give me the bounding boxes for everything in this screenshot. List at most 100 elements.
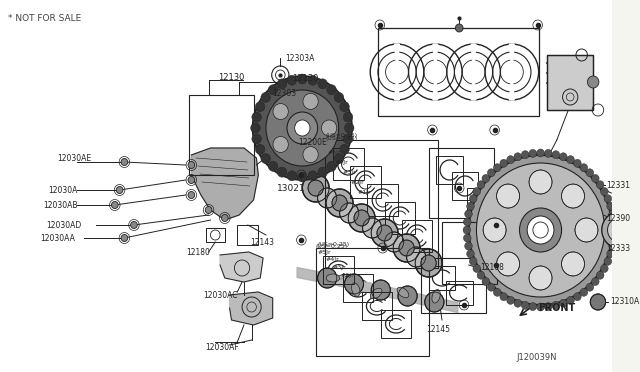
Circle shape <box>277 79 287 89</box>
Circle shape <box>266 90 339 166</box>
Circle shape <box>575 218 598 242</box>
Bar <box>385 202 415 234</box>
Bar <box>547 55 593 110</box>
Circle shape <box>344 123 354 133</box>
Circle shape <box>600 264 608 273</box>
Circle shape <box>340 102 349 112</box>
Circle shape <box>580 164 588 172</box>
Circle shape <box>318 79 328 89</box>
Circle shape <box>602 212 636 248</box>
Text: 12030AF: 12030AF <box>205 343 239 353</box>
Wedge shape <box>433 44 438 72</box>
Text: #4Jr: #4Jr <box>335 160 349 164</box>
Circle shape <box>303 147 318 163</box>
Text: (US=0.25): (US=0.25) <box>317 241 349 247</box>
Polygon shape <box>230 292 273 325</box>
Circle shape <box>607 218 630 242</box>
Circle shape <box>545 302 552 311</box>
Circle shape <box>467 250 474 258</box>
Bar <box>547 55 593 110</box>
Circle shape <box>327 161 337 171</box>
Circle shape <box>294 120 310 136</box>
Circle shape <box>507 155 515 164</box>
Circle shape <box>298 172 307 182</box>
Circle shape <box>327 85 337 95</box>
Polygon shape <box>191 148 259 220</box>
Circle shape <box>287 171 297 181</box>
Wedge shape <box>471 72 476 100</box>
Circle shape <box>326 189 353 217</box>
Circle shape <box>483 218 506 242</box>
Circle shape <box>520 208 561 252</box>
Text: FRONT: FRONT <box>538 303 575 313</box>
Circle shape <box>188 176 195 183</box>
Circle shape <box>522 151 529 159</box>
Circle shape <box>317 188 337 208</box>
Circle shape <box>604 195 612 203</box>
Circle shape <box>591 278 599 286</box>
Circle shape <box>253 76 352 180</box>
Text: 12390: 12390 <box>607 214 630 222</box>
Text: 12030AA: 12030AA <box>40 234 75 243</box>
Circle shape <box>477 181 484 189</box>
Circle shape <box>277 167 287 177</box>
Circle shape <box>463 234 471 242</box>
Circle shape <box>255 144 265 154</box>
Text: 12200E: 12200E <box>298 138 327 147</box>
Circle shape <box>318 167 328 177</box>
Bar <box>421 258 486 313</box>
Circle shape <box>514 299 522 307</box>
Text: 12030AD: 12030AD <box>46 221 81 230</box>
Bar <box>378 28 539 116</box>
Circle shape <box>463 226 470 234</box>
Circle shape <box>268 85 278 95</box>
Circle shape <box>334 154 344 164</box>
Circle shape <box>488 283 495 291</box>
Bar <box>442 222 497 284</box>
Circle shape <box>287 75 297 85</box>
Circle shape <box>609 210 616 218</box>
Circle shape <box>604 257 612 265</box>
Text: J120039N: J120039N <box>516 353 557 362</box>
Wedge shape <box>433 72 438 100</box>
Bar <box>350 166 381 198</box>
Polygon shape <box>377 229 414 254</box>
Text: #2Jr: #2Jr <box>350 180 364 185</box>
Bar <box>436 156 463 184</box>
Polygon shape <box>308 184 348 209</box>
Circle shape <box>321 120 337 136</box>
Circle shape <box>116 186 123 193</box>
Bar <box>452 172 478 200</box>
Circle shape <box>273 137 288 153</box>
Circle shape <box>566 296 574 304</box>
Circle shape <box>298 74 307 84</box>
Circle shape <box>465 210 472 218</box>
Bar <box>429 148 493 218</box>
Text: 12145: 12145 <box>426 326 450 334</box>
Text: 12143: 12143 <box>251 237 275 247</box>
Circle shape <box>377 225 392 241</box>
Text: 12108: 12108 <box>480 263 504 273</box>
Text: 12333: 12333 <box>607 244 630 253</box>
Text: #5Jr: #5Jr <box>317 250 332 254</box>
Circle shape <box>566 155 574 164</box>
Circle shape <box>252 112 261 122</box>
Polygon shape <box>332 199 369 224</box>
Circle shape <box>537 149 545 157</box>
Circle shape <box>421 255 436 271</box>
Circle shape <box>590 294 605 310</box>
Circle shape <box>252 134 261 144</box>
Circle shape <box>537 303 545 311</box>
Circle shape <box>343 134 353 144</box>
Text: (US=0.25): (US=0.25) <box>316 244 348 248</box>
Circle shape <box>529 150 537 157</box>
Circle shape <box>303 93 318 109</box>
Circle shape <box>467 202 474 210</box>
Circle shape <box>188 192 195 199</box>
Circle shape <box>586 169 594 177</box>
Text: 12310A: 12310A <box>611 298 639 307</box>
Circle shape <box>268 161 278 171</box>
Text: 12180: 12180 <box>187 247 211 257</box>
Circle shape <box>573 159 581 167</box>
Circle shape <box>529 266 552 290</box>
